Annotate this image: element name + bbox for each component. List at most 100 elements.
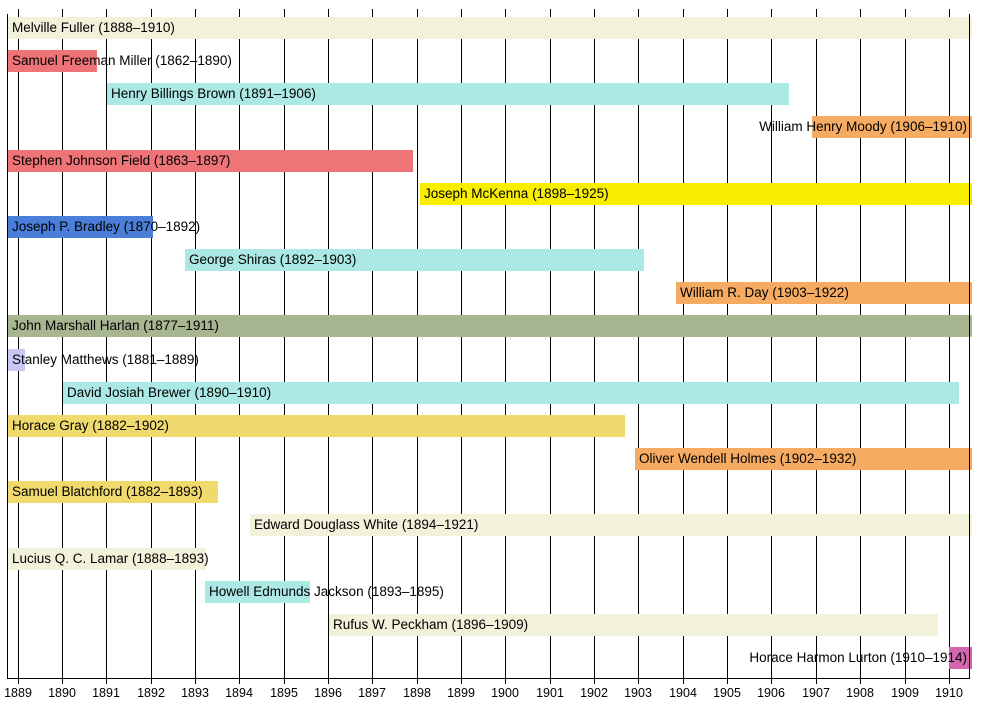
- tenure-bar: [420, 183, 972, 205]
- year-tick-label: 1910: [935, 686, 963, 700]
- year-gridline: [151, 14, 152, 678]
- tenure-bar-label: Howell Edmunds Jackson (1893–1895): [209, 584, 444, 599]
- tenure-bar-label: George Shiras (1892–1903): [189, 252, 357, 267]
- tenure-bar-label: Samuel Freeman Miller (1862–1890): [12, 53, 232, 68]
- bottom-axis-tick: [239, 678, 240, 684]
- year-tick-label: 1896: [314, 686, 342, 700]
- year-tick-label: 1894: [225, 686, 253, 700]
- year-gridline: [905, 14, 906, 678]
- year-gridline: [372, 14, 373, 678]
- tenure-bar: [949, 647, 972, 669]
- year-gridline: [949, 14, 950, 678]
- bottom-axis-tick: [151, 678, 152, 684]
- top-axis-tick: [683, 9, 684, 14]
- year-tick-label: 1901: [536, 686, 564, 700]
- chart-right-border: [969, 14, 970, 678]
- year-tick-label: 1899: [447, 686, 475, 700]
- tenure-bar-label: Oliver Wendell Holmes (1902–1932): [639, 451, 857, 466]
- tenure-bar: [8, 17, 972, 39]
- year-gridline: [727, 14, 728, 678]
- top-axis-tick: [594, 9, 595, 14]
- tenure-bar-label: Lucius Q. C. Lamar (1888–1893): [12, 551, 209, 566]
- top-axis-tick: [18, 9, 19, 14]
- bottom-axis-tick: [683, 678, 684, 684]
- bottom-axis-tick: [905, 678, 906, 684]
- year-gridline: [461, 14, 462, 678]
- year-gridline: [239, 14, 240, 678]
- bottom-axis-tick: [505, 678, 506, 684]
- top-axis-tick: [461, 9, 462, 14]
- year-gridline: [816, 14, 817, 678]
- tenure-bar-label: Stanley Matthews (1881–1889): [12, 352, 199, 367]
- year-tick-label: 1893: [181, 686, 209, 700]
- year-gridline: [683, 14, 684, 678]
- tenure-bar: [205, 581, 310, 603]
- tenure-bar: [8, 315, 972, 337]
- top-axis-tick: [771, 9, 772, 14]
- tenure-bar-label: Rufus W. Peckham (1896–1909): [333, 617, 529, 632]
- tenure-bar-label: William R. Day (1903–1922): [680, 285, 849, 300]
- top-axis-tick: [195, 9, 196, 14]
- top-axis-tick: [417, 9, 418, 14]
- tenure-bar-label: Edward Douglass White (1894–1921): [254, 517, 479, 532]
- tenure-bar-label: Stephen Johnson Field (1863–1897): [12, 153, 231, 168]
- year-tick-label: 1898: [403, 686, 431, 700]
- tenure-bar-label: Joseph P. Bradley (1870–1892): [12, 219, 201, 234]
- top-axis-tick: [949, 9, 950, 14]
- year-gridline: [195, 14, 196, 678]
- bottom-axis-tick: [727, 678, 728, 684]
- year-tick-label: 1905: [713, 686, 741, 700]
- year-gridline: [284, 14, 285, 678]
- bottom-axis-tick: [816, 678, 817, 684]
- bottom-axis-tick: [328, 678, 329, 684]
- tenure-bar-label: Melville Fuller (1888–1910): [12, 20, 175, 35]
- chart-left-border: [7, 14, 8, 678]
- bottom-axis-tick: [284, 678, 285, 684]
- bottom-axis-tick: [195, 678, 196, 684]
- tenure-bar: [812, 116, 972, 138]
- year-tick-label: 1906: [757, 686, 785, 700]
- year-tick-label: 1900: [491, 686, 519, 700]
- tenure-bar-label: Henry Billings Brown (1891–1906): [111, 86, 316, 101]
- tenure-bar: [8, 216, 153, 238]
- tenure-bar-label: Horace Gray (1882–1902): [12, 418, 169, 433]
- tenure-bar: [8, 349, 25, 371]
- bottom-axis-tick: [594, 678, 595, 684]
- tenure-bar-label: John Marshall Harlan (1877–1911): [12, 318, 219, 333]
- year-gridline: [417, 14, 418, 678]
- tenure-bar-label: Joseph McKenna (1898–1925): [424, 186, 609, 201]
- bottom-axis-tick: [372, 678, 373, 684]
- year-tick-label: 1909: [891, 686, 919, 700]
- year-gridline: [594, 14, 595, 678]
- tenure-bar-label: Samuel Blatchford (1882–1893): [12, 484, 203, 499]
- bottom-axis-tick: [771, 678, 772, 684]
- bottom-axis-tick: [550, 678, 551, 684]
- chart-bottom-axis: [7, 678, 970, 679]
- bottom-axis-tick: [18, 678, 19, 684]
- year-tick-label: 1897: [358, 686, 386, 700]
- year-gridline: [550, 14, 551, 678]
- top-axis-tick: [550, 9, 551, 14]
- bottom-axis-tick: [638, 678, 639, 684]
- year-tick-label: 1889: [4, 686, 32, 700]
- year-tick-label: 1902: [580, 686, 608, 700]
- top-axis-tick: [106, 9, 107, 14]
- tenure-bar: [676, 282, 972, 304]
- tenure-bar-label: William Henry Moody (1906–1910): [759, 119, 967, 134]
- top-axis-tick: [505, 9, 506, 14]
- year-tick-label: 1892: [137, 686, 165, 700]
- year-tick-label: 1903: [624, 686, 652, 700]
- tenure-bar: [8, 150, 413, 172]
- top-axis-tick: [905, 9, 906, 14]
- year-tick-label: 1907: [802, 686, 830, 700]
- tenure-bar: [250, 514, 972, 536]
- tenure-bar: [329, 614, 938, 636]
- top-axis-tick: [239, 9, 240, 14]
- top-axis-tick: [372, 9, 373, 14]
- bottom-axis-tick: [106, 678, 107, 684]
- bottom-axis-tick: [949, 678, 950, 684]
- year-tick-label: 1895: [270, 686, 298, 700]
- tenure-bar: [8, 481, 218, 503]
- tenure-bar: [185, 249, 644, 271]
